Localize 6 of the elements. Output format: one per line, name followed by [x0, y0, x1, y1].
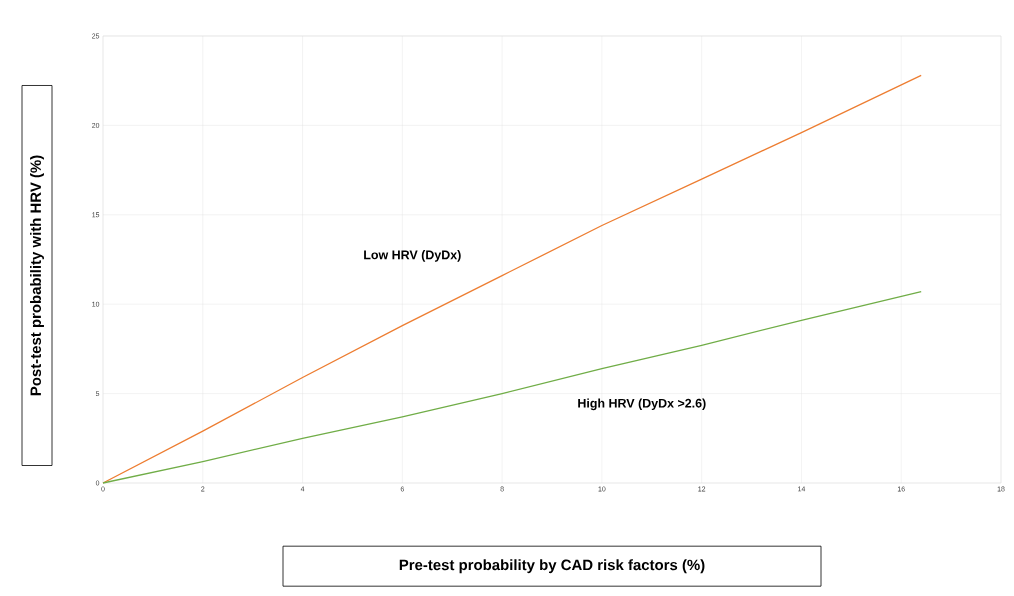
line-series — [102, 74, 922, 484]
series-label: High HRV (DyDx >2.6) — [578, 398, 706, 411]
x-axis-title: Pre-test probability by CAD risk factors (%) — [399, 559, 705, 574]
y-axis-title: Post-test probability with HRV (%) — [30, 155, 44, 396]
text: Low HRV (DyDx) — [364, 250, 461, 262]
line-series — [102, 291, 922, 484]
